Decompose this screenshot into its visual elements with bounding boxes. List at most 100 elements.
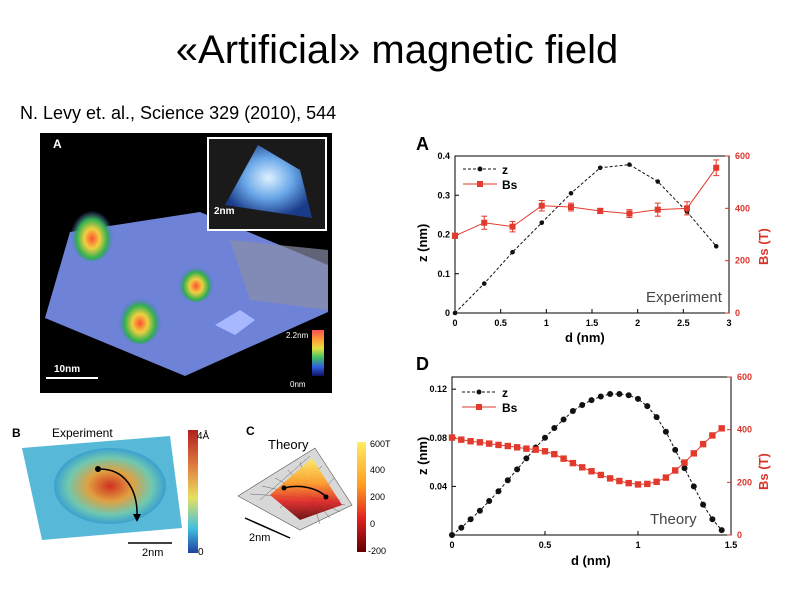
y-tick-label: 0.12	[429, 384, 447, 394]
chart-d-y2-ticks: 0 200 400 600	[727, 372, 752, 540]
stm-island	[70, 205, 114, 261]
series-bs-point	[626, 210, 633, 217]
panel-b-title: Experiment	[52, 426, 113, 440]
series-bs-point	[713, 164, 720, 171]
series-z-point	[476, 507, 483, 514]
series-bs-point	[452, 232, 458, 239]
series-bs-point	[448, 434, 456, 441]
x-tick-label: 1	[635, 540, 640, 550]
legend-bs-label: Bs	[502, 178, 518, 192]
series-z-point	[510, 249, 515, 255]
stm-panel-a: 2nm 2.2nm 0nm 10nm A	[40, 133, 332, 393]
series-z-point	[495, 488, 502, 495]
series-bs-point	[538, 202, 545, 209]
series-bs-point	[709, 432, 716, 439]
panel-b-letter: B	[12, 426, 21, 440]
panel-b-bump	[54, 448, 166, 524]
citation: N. Levy et. al., Science 329 (2010), 544	[20, 103, 337, 123]
series-bs-point	[683, 205, 690, 212]
x-tick-label: 2	[635, 318, 640, 328]
series-z-point	[449, 532, 455, 538]
panel-c-path-start	[281, 485, 287, 491]
y2-tick-label: 400	[737, 425, 752, 435]
colorbar-bottom-label: 0nm	[290, 380, 306, 389]
inset-scale-label: 2nm	[214, 206, 235, 217]
chart-a-xlabel: d (nm)	[565, 330, 605, 345]
stm-island	[215, 310, 255, 335]
series-bs-point	[513, 444, 521, 451]
series-bs-point	[551, 450, 558, 458]
series-z-point	[709, 516, 716, 523]
series-bs-point	[597, 207, 604, 214]
y-tick-label: 0.2	[437, 230, 450, 240]
series-z-point	[713, 243, 719, 249]
panel-c-path	[283, 485, 327, 498]
series-z-point	[655, 179, 661, 184]
series-z-point	[662, 428, 669, 435]
series-z-point	[625, 392, 632, 399]
x-tick-label: 0	[452, 318, 457, 328]
stm-island	[178, 262, 214, 302]
series-z-point	[690, 483, 697, 490]
series-z-point	[504, 477, 511, 484]
series-z-point	[616, 391, 623, 398]
y-tick-label: 0.1	[437, 269, 450, 279]
chart-d-x-ticks: 0 0.5 1 1.5	[449, 531, 737, 550]
series-z-point	[644, 403, 651, 410]
series-bs-point	[523, 445, 530, 452]
x-tick-label: 0.5	[539, 540, 552, 550]
y2-tick-label: 600	[737, 372, 752, 382]
series-bs-line	[451, 427, 723, 485]
panel-b-colorbar-bottom: 0	[198, 547, 204, 558]
legend-z-label: z	[502, 163, 508, 177]
series-z-point	[672, 446, 679, 453]
y-tick-label: 0.3	[437, 190, 450, 200]
series-bs-point	[486, 440, 493, 447]
panel-b-colorbar	[188, 430, 198, 553]
series-bs-point	[509, 223, 516, 230]
series-z-point	[653, 414, 660, 421]
panel-a-colorbar	[312, 330, 324, 376]
panel-c-letter: C	[246, 424, 255, 438]
series-bs-point	[481, 219, 488, 226]
panel-b-scale-label: 2nm	[142, 547, 163, 559]
stm-inset-peak	[225, 145, 312, 218]
series-bs-point	[504, 442, 511, 450]
chart-d-marks	[448, 391, 725, 538]
series-bs-point	[458, 436, 465, 443]
legend-bs-marker	[476, 404, 482, 410]
series-bs-point	[560, 455, 567, 462]
chart-d-xlabel: d (nm)	[571, 553, 611, 568]
stm-island	[118, 292, 162, 344]
series-bs-point	[644, 480, 651, 488]
stm-panel-c: C Theory 600T 400 200 0 -200 2nm	[237, 424, 391, 556]
x-tick-label: 0	[449, 540, 454, 550]
series-bs-point	[541, 448, 549, 455]
panel-c-path-end	[323, 494, 329, 500]
series-bs-point	[616, 477, 623, 485]
panel-c-colorbar-tick: 200	[370, 492, 385, 502]
series-z-point	[568, 190, 574, 196]
y-tick-label: 0	[445, 308, 450, 318]
panel-c-title: Theory	[268, 437, 309, 452]
series-bs-line	[454, 167, 717, 237]
chart-a-letter: A	[416, 134, 429, 154]
y2-tick-label: 0	[735, 308, 740, 318]
series-z-point	[569, 408, 576, 415]
chart-panel-d: D 0 0.5 1 1.5 0.04 0.08 0.12 0 200 400 600 z Bs …	[415, 354, 771, 568]
panel-c-scale-bar	[244, 517, 291, 539]
panel-c-field	[270, 458, 342, 520]
y2-tick-label: 600	[735, 151, 750, 161]
series-z-line	[454, 164, 717, 314]
series-bs-point	[718, 425, 725, 432]
series-z-point	[597, 393, 604, 400]
panel-b-colorbar-top: 4Å	[197, 429, 210, 442]
legend-z-label: z	[502, 386, 508, 400]
series-bs-point	[588, 468, 595, 475]
series-bs-point	[672, 467, 679, 474]
series-z-point	[681, 465, 688, 472]
panel-c-colorbar-tick: -200	[368, 546, 386, 556]
series-bs-point	[606, 475, 614, 482]
series-z-point	[700, 501, 707, 508]
chart-a-annotation: Experiment	[646, 289, 723, 306]
